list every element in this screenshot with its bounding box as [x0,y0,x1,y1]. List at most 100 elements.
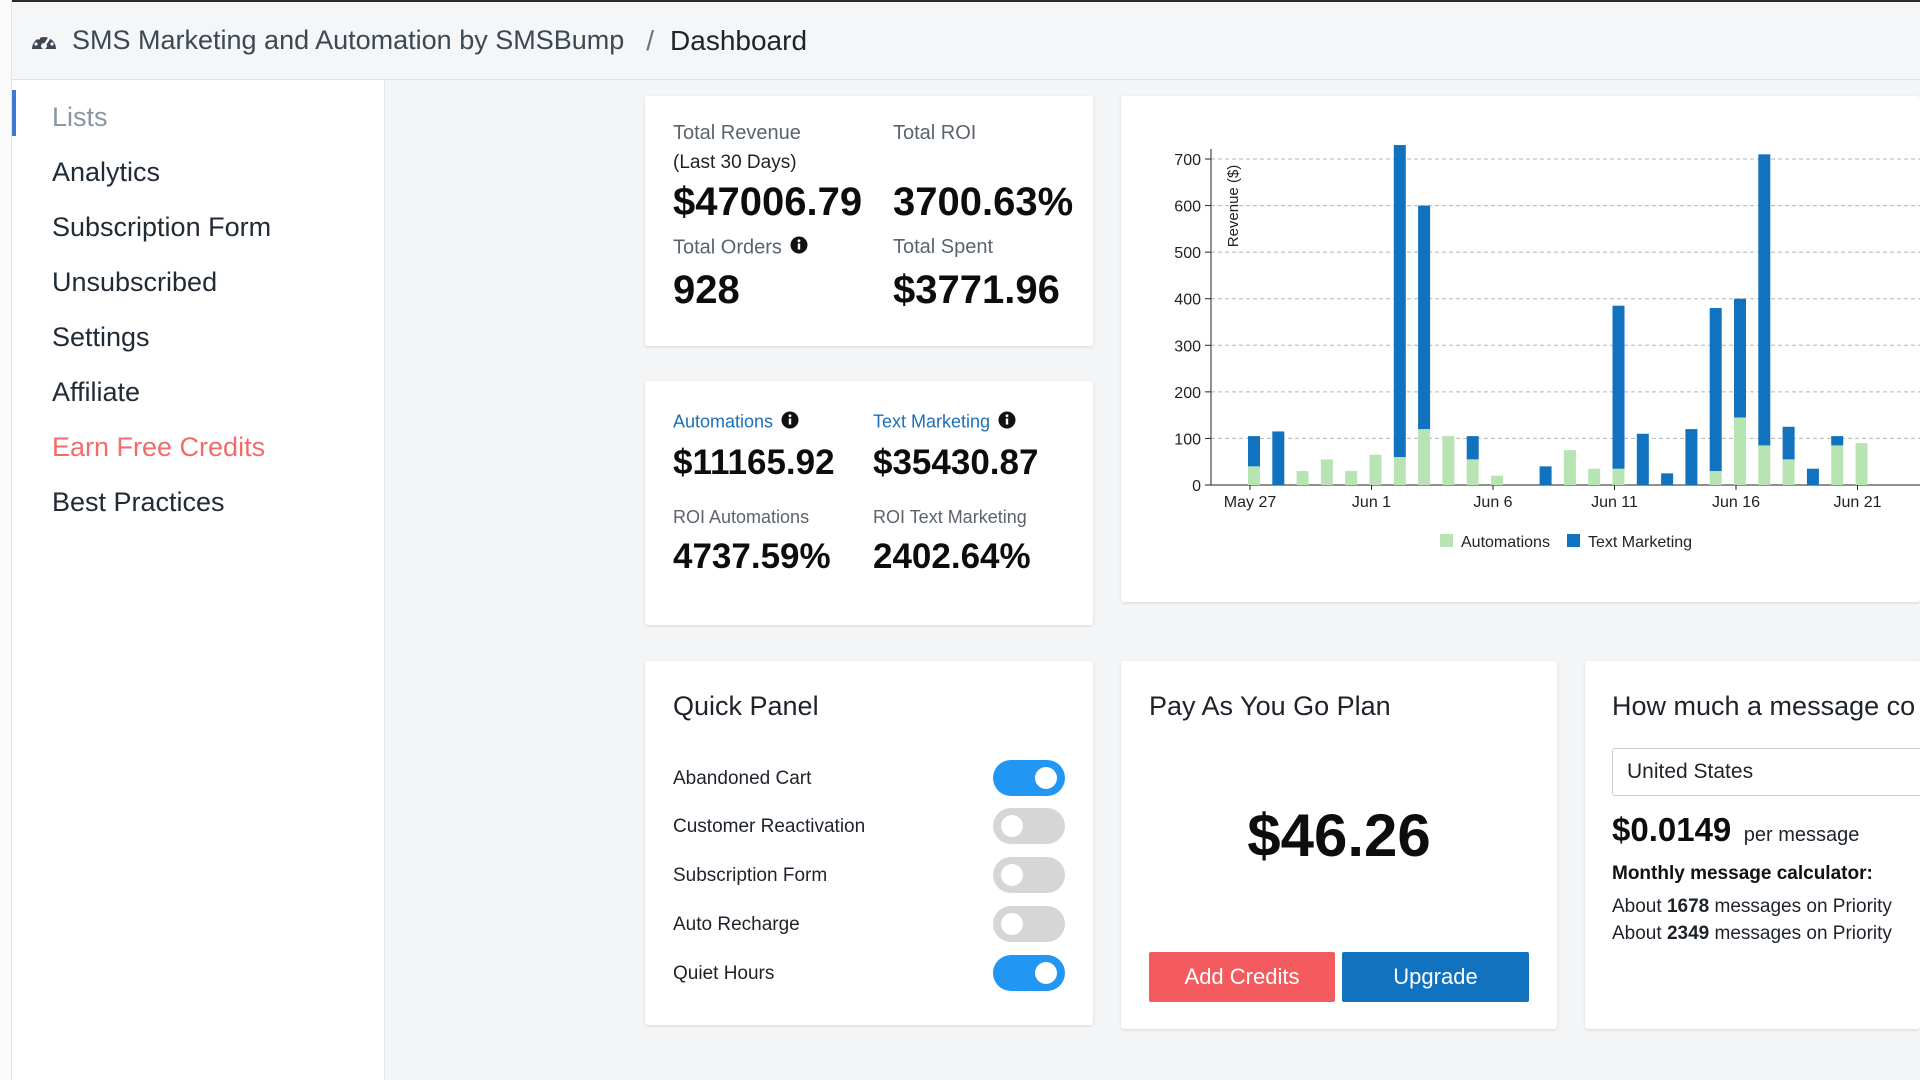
total-revenue-label: Total Revenue [673,122,801,144]
bar-automations [1709,471,1722,485]
bar-text-marketing [1539,466,1552,485]
calc-suffix: messages on Priority [1709,896,1892,917]
info-icon[interactable] [781,411,799,434]
total-orders-label-wrap: Total Orders [673,236,808,260]
automations-label[interactable]: Automations [673,411,774,432]
bar-automations [1320,459,1333,485]
calc-prefix: About [1612,896,1667,917]
quiet-hours-toggle[interactable] [993,955,1065,991]
bar-text-marketing [1272,431,1285,485]
bar-automations [1758,445,1771,485]
bar-automations [1588,468,1601,485]
add-credits-button[interactable]: Add Credits [1149,952,1335,1002]
bar-automations [1369,454,1382,485]
sidebar-item-affiliate[interactable]: Affiliate [52,377,141,407]
left-edge-strip [0,0,12,1080]
revenue-stats-card: Total Revenue (Last 30 Days) $47006.79 T… [645,96,1093,346]
calc-count: 1678 [1666,896,1710,917]
bar-automations [1831,445,1844,485]
toggle-row-abandoned-cart: Abandoned Cart [673,760,1065,798]
y-tick-label: 700 [1174,152,1201,169]
toggle-row-auto-recharge: Auto Recharge [673,906,1065,944]
text-marketing-label[interactable]: Text Marketing [873,411,991,432]
bar-text-marketing [1636,433,1649,485]
price-unit: per message [1743,824,1860,846]
bar-text-marketing [1806,468,1819,485]
y-axis-label: Revenue ($) [1225,165,1242,248]
bar-text-marketing [1734,298,1746,418]
country-select[interactable]: United States [1612,748,1920,796]
message-cost-card: How much a message co United States $0.0… [1585,661,1920,1029]
bar-text-marketing [1685,429,1698,485]
subscription-form-toggle[interactable] [993,857,1065,893]
pay-as-you-go-card: Pay As You Go Plan $46.26 Add Credits Up… [1121,661,1557,1029]
info-icon[interactable] [998,411,1016,434]
toggle-knob [1035,767,1057,789]
sidebar-item-earn-free-credits[interactable]: Earn Free Credits [52,432,266,462]
bar-text-marketing [1661,473,1674,485]
bar-text-marketing [1831,436,1844,446]
bar-automations [1418,429,1431,485]
dashboard-gauge-icon [30,29,58,53]
x-tick-label: May 27 [1224,494,1277,511]
page-title: Dashboard [670,24,808,56]
app-title-link[interactable]: SMS Marketing and Automation by SMSBump [72,25,625,55]
country-select-value: United States [1627,760,1754,783]
x-tick-label: Jun 16 [1712,494,1760,511]
toggle-label: Abandoned Cart [673,768,812,789]
bar-automations [1491,475,1503,485]
bar-automations [1612,468,1625,485]
customer-reactivation-toggle[interactable] [993,808,1065,844]
calc-suffix: messages on Priority [1709,923,1892,944]
bar-automations [1782,459,1795,485]
toggle-label: Auto Recharge [673,914,800,935]
bar-text-marketing [1248,436,1260,467]
x-tick-label: Jun 21 [1833,494,1881,511]
text-marketing-value: $35430.87 [873,443,1039,482]
bar-automations [1345,471,1358,485]
total-spent-value: $3771.96 [893,268,1060,312]
x-tick-label: Jun 6 [1473,494,1512,511]
bar-text-marketing [1466,436,1479,460]
bar-text-marketing [1709,308,1722,472]
y-tick-label: 100 [1174,431,1201,448]
toggle-knob [1035,962,1057,984]
bar-automations [1393,457,1406,485]
sidebar-item-lists[interactable]: Lists [52,102,108,132]
sidebar-item-settings[interactable]: Settings [52,322,150,352]
bar-automations [1248,466,1260,485]
bar-text-marketing [1782,426,1795,460]
revenue-breakdown-card: Automations $11165.92 Text Marketing $35… [645,381,1093,625]
x-tick-label: Jun 1 [1352,494,1391,511]
quick-panel-card: Quick Panel Abandoned Cart Customer Reac… [645,661,1093,1025]
bar-text-marketing [1612,305,1625,469]
y-tick-label: 0 [1192,478,1201,495]
calc-count: 2349 [1666,923,1710,944]
total-spent-label: Total Spent [893,236,994,258]
legend-label-text-marketing: Text Marketing [1588,534,1692,551]
sidebar-item-analytics[interactable]: Analytics [52,157,161,187]
y-tick-label: 600 [1174,199,1201,216]
bar-text-marketing [1758,154,1771,446]
page-header: SMS Marketing and Automation by SMSBump … [12,2,1920,80]
toggle-row-subscription-form: Subscription Form [673,857,1065,895]
calc-prefix: About [1612,923,1667,944]
sidebar-active-indicator [12,90,16,136]
text-marketing-label-wrap: Text Marketing [873,411,1016,434]
roi-automations-label: ROI Automations [673,507,810,527]
total-revenue-value: $47006.79 [673,180,863,224]
sidebar-item-unsubscribed[interactable]: Unsubscribed [52,267,218,297]
info-icon[interactable] [790,236,808,260]
auto-recharge-toggle[interactable] [993,906,1065,942]
revenue-chart-card: 0 100 200 300 400 500 600 700 Revenue ($) May 27 J… [1121,96,1920,602]
roi-text-marketing-value: 2402.64% [873,537,1031,576]
roi-text-marketing-label: ROI Text Marketing [873,507,1027,527]
bar-automations [1855,443,1868,485]
sidebar-item-best-practices[interactable]: Best Practices [52,487,225,517]
bar-automations [1734,417,1746,485]
total-orders-label: Total Orders [673,236,782,259]
total-roi-label: Total ROI [893,122,977,144]
upgrade-button[interactable]: Upgrade [1342,952,1529,1002]
sidebar-item-subscription-form[interactable]: Subscription Form [52,212,272,242]
abandoned-cart-toggle[interactable] [993,760,1065,796]
